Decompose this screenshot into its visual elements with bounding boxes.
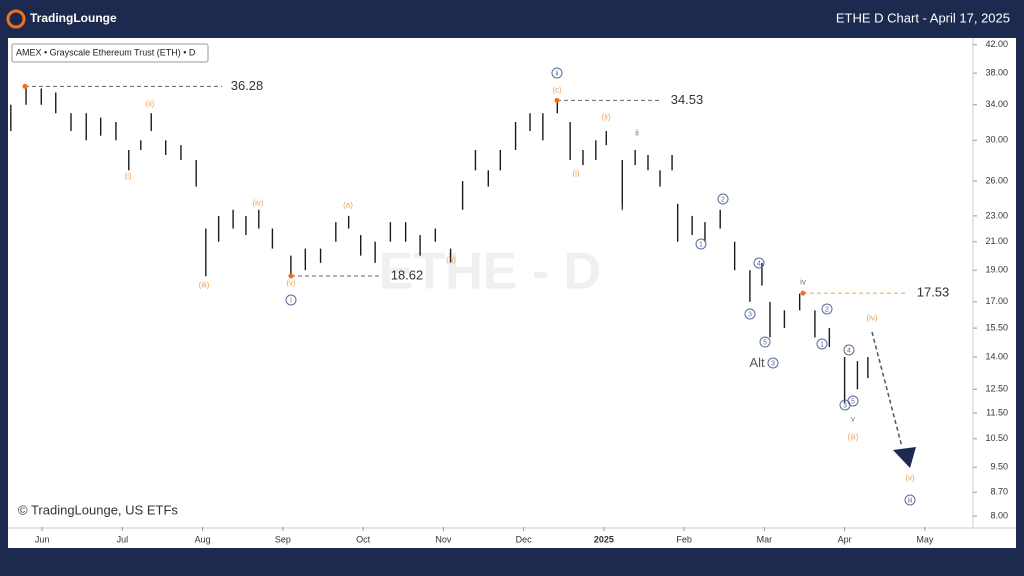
y-tick-label: 8.70 xyxy=(990,487,1008,497)
y-tick-label: 9.50 xyxy=(990,462,1008,472)
wave-circle xyxy=(285,294,297,306)
x-tick-label: Dec xyxy=(516,534,533,544)
header-bar xyxy=(0,0,1024,38)
wave-label: 5 xyxy=(851,398,855,405)
forecast-arrow xyxy=(871,331,903,448)
wave-circle xyxy=(744,308,756,320)
x-tick-label: Mar xyxy=(757,534,773,544)
wave-circle xyxy=(695,238,707,250)
wave-circle xyxy=(767,357,779,369)
level-dot xyxy=(22,83,28,89)
x-tick-label: Jun xyxy=(35,534,50,544)
x-tick-label: Aug xyxy=(195,534,211,544)
wave-label: ii xyxy=(555,70,559,77)
y-tick-label: 17.00 xyxy=(985,296,1008,306)
y-tick-label: 34.00 xyxy=(985,99,1008,109)
wave-label: 2 xyxy=(721,196,725,203)
wave-circle xyxy=(843,344,855,356)
wave-circle xyxy=(821,303,833,315)
level-dot xyxy=(288,273,294,279)
wave-label: 5 xyxy=(763,339,767,346)
wave-circle xyxy=(847,395,859,407)
x-tick-label: Oct xyxy=(356,534,371,544)
wave-label: iii xyxy=(908,497,913,504)
level-label: 18.62 xyxy=(391,267,424,282)
y-tick-label: 14.00 xyxy=(985,351,1008,361)
wave-label: (iii) xyxy=(848,433,859,442)
wave-label: 3 xyxy=(771,360,775,367)
arrow-head xyxy=(893,447,916,468)
level-label: 34.53 xyxy=(671,92,704,107)
wave-circle xyxy=(551,67,563,79)
wave-label: 4 xyxy=(757,260,761,267)
footer: © TradingLounge, US ETFs xyxy=(18,502,178,517)
wave-label: 2 xyxy=(825,306,829,313)
watermark: ETHE - D xyxy=(379,243,601,301)
level-dot xyxy=(800,290,806,296)
wave-circle xyxy=(904,494,916,506)
y-tick-label: 38.00 xyxy=(985,68,1008,78)
wave-label: iv xyxy=(800,278,806,287)
x-tick-label: Feb xyxy=(676,534,692,544)
wave-label: 3 xyxy=(843,402,847,409)
wave-label: (i) xyxy=(572,169,579,178)
level-label: 17.53 xyxy=(917,285,950,300)
y-tick-label: 15.50 xyxy=(985,322,1008,332)
y-tick-label: 42.00 xyxy=(985,39,1008,49)
y-tick-label: 30.00 xyxy=(985,135,1008,145)
y-tick-label: 23.00 xyxy=(985,210,1008,220)
wave-circle xyxy=(816,338,828,350)
y-tick-label: 10.50 xyxy=(985,433,1008,443)
wave-label: (a) xyxy=(343,201,353,210)
wave-circle xyxy=(759,336,771,348)
wave-label: v xyxy=(851,415,855,424)
x-tick-label: May xyxy=(916,534,934,544)
y-tick-label: 21.00 xyxy=(985,236,1008,246)
wave-label: 1 xyxy=(820,341,824,348)
wave-circle xyxy=(753,257,765,269)
wave-label: (ii) xyxy=(602,113,611,122)
y-tick-label: 26.00 xyxy=(985,175,1008,185)
wave-label: (i) xyxy=(124,172,131,181)
x-tick-label: Sep xyxy=(275,534,291,544)
y-tick-label: 12.50 xyxy=(985,384,1008,394)
wave-label: (b) xyxy=(446,256,456,265)
wave-label: 3 xyxy=(748,311,752,318)
level-label: 36.28 xyxy=(231,78,264,93)
wave-label: 4 xyxy=(847,347,851,354)
wave-label: 1 xyxy=(699,241,703,248)
wave-label: (v) xyxy=(286,279,296,288)
wave-label: Alt xyxy=(749,355,765,370)
y-tick-label: 8.00 xyxy=(990,511,1008,521)
wave-label: (v) xyxy=(905,474,915,483)
wave-label: (c) xyxy=(552,86,562,95)
x-tick-label: 2025 xyxy=(594,534,614,544)
logo-icon xyxy=(6,9,26,29)
wave-label: (iv) xyxy=(866,314,877,323)
y-tick-label: 19.00 xyxy=(985,265,1008,275)
wave-label: (iv) xyxy=(252,199,263,208)
brand: TradingLounge xyxy=(30,11,117,25)
wave-label: i xyxy=(621,204,623,213)
wave-label: (ii) xyxy=(146,100,155,109)
x-tick-label: Apr xyxy=(838,534,852,544)
level-dot xyxy=(554,97,560,103)
y-tick-label: 11.50 xyxy=(986,407,1008,417)
header-title: ETHE D Chart - April 17, 2025 xyxy=(836,10,1010,25)
x-tick-label: Jul xyxy=(117,534,129,544)
wave-label: i xyxy=(290,297,292,304)
wave-circle xyxy=(717,193,729,205)
legend-box xyxy=(11,43,209,63)
wave-label: ii xyxy=(635,129,639,138)
wave-label: (iii) xyxy=(199,281,210,290)
x-tick-label: Nov xyxy=(435,534,452,544)
legend: AMEX • Grayscale Ethereum Trust (ETH) • … xyxy=(16,47,196,57)
